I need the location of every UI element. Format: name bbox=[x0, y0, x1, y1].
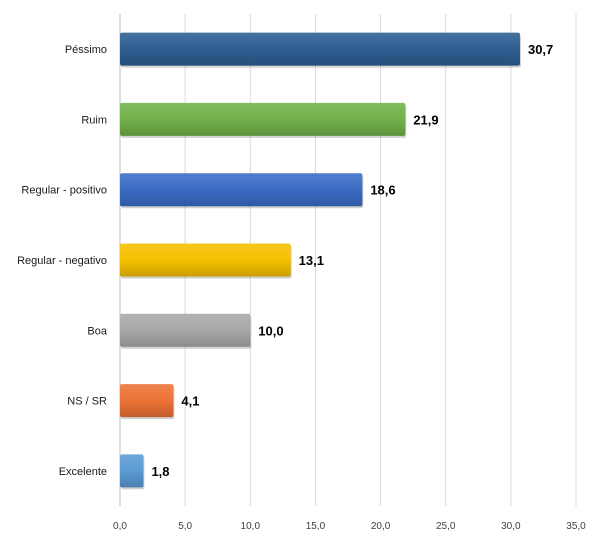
bar bbox=[120, 384, 174, 418]
category-label: Ruim bbox=[81, 114, 107, 126]
category-label: Péssimo bbox=[65, 44, 107, 56]
category-labels: Péssimo Ruim Regular - positivo Regular - n… bbox=[17, 44, 108, 478]
x-tick-label: 35,0 bbox=[566, 521, 586, 532]
data-label: 1,8 bbox=[151, 464, 169, 479]
data-label: 13,1 bbox=[299, 253, 324, 268]
data-label: 18,6 bbox=[370, 183, 395, 198]
x-axis-ticks: 0,0 5,0 10,0 15,0 20,0 25,0 30,0 35,0 bbox=[113, 521, 586, 532]
category-label: Excelente bbox=[59, 466, 107, 478]
x-tick-label: 25,0 bbox=[436, 521, 456, 532]
data-label: 21,9 bbox=[413, 112, 438, 127]
bar bbox=[120, 243, 291, 277]
bar bbox=[120, 313, 251, 347]
data-labels: 30,7 21,9 18,6 13,1 10,0 4,1 1,8 bbox=[151, 42, 553, 479]
data-label: 10,0 bbox=[258, 323, 283, 338]
x-tick-label: 20,0 bbox=[371, 521, 391, 532]
x-tick-label: 5,0 bbox=[178, 521, 192, 532]
category-label: NS / SR bbox=[67, 396, 107, 408]
bars bbox=[120, 32, 521, 490]
bar bbox=[120, 32, 520, 66]
bar bbox=[120, 173, 363, 207]
category-label: Boa bbox=[87, 325, 107, 337]
data-label: 30,7 bbox=[528, 42, 553, 57]
category-label: Regular - negativo bbox=[17, 255, 107, 267]
category-label: Regular - positivo bbox=[21, 185, 107, 197]
x-tick-label: 10,0 bbox=[241, 521, 261, 532]
bar bbox=[120, 454, 144, 488]
x-tick-label: 30,0 bbox=[501, 521, 521, 532]
bar bbox=[120, 102, 406, 136]
x-tick-label: 15,0 bbox=[306, 521, 326, 532]
data-label: 4,1 bbox=[181, 394, 199, 409]
x-tick-label: 0,0 bbox=[113, 521, 127, 532]
